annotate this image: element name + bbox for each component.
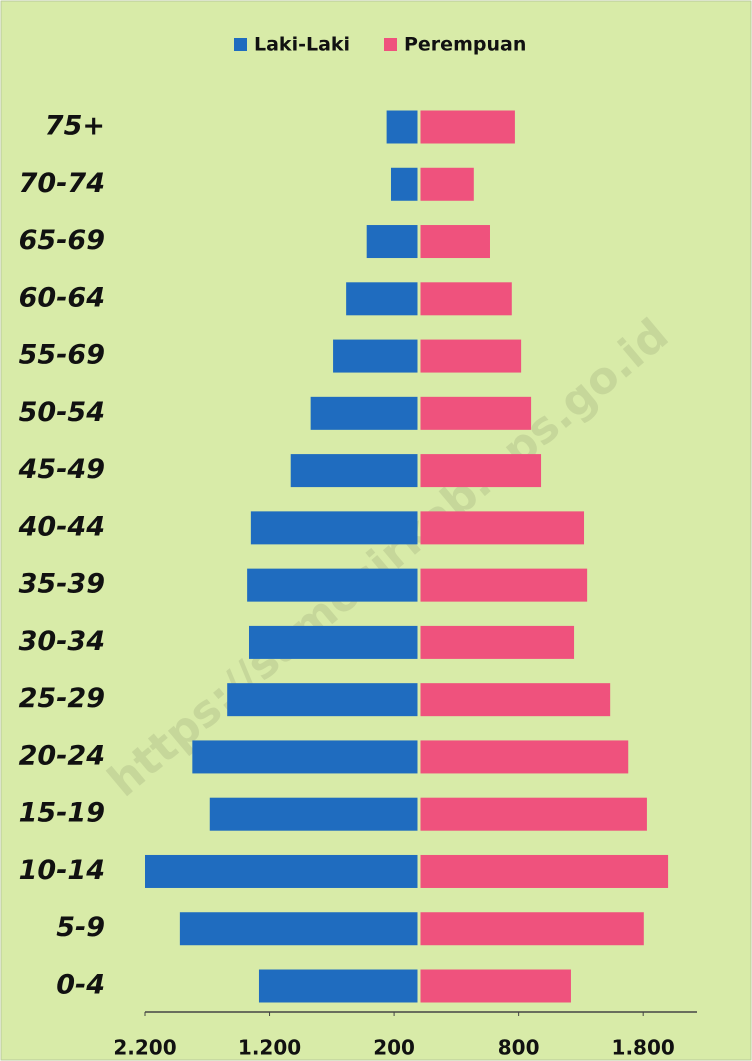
x-tick-label: 800: [498, 1036, 540, 1060]
bar: [420, 110, 515, 144]
y-tick-label: 30-34: [19, 626, 105, 657]
bar: [420, 454, 542, 488]
y-tick-label: 55-69: [19, 340, 105, 371]
bar: [250, 511, 418, 545]
legend-label: Laki-Laki: [254, 34, 350, 56]
bar: [227, 683, 418, 717]
bar: [420, 969, 571, 1003]
bar: [310, 396, 418, 430]
bar: [420, 854, 669, 888]
bar: [290, 454, 418, 488]
x-tick-label: 1.800: [612, 1036, 675, 1060]
bar: [386, 110, 418, 144]
legend-swatch: [384, 38, 397, 51]
bar: [366, 225, 418, 259]
x-tick-label: 200: [373, 1036, 415, 1060]
y-tick-label: 35-39: [19, 569, 105, 600]
y-tick-label: 0-4: [56, 970, 105, 1001]
bar: [192, 740, 418, 774]
bar: [420, 740, 629, 774]
y-tick-label: 60-64: [19, 282, 105, 313]
bar: [420, 167, 474, 201]
y-tick-label: 65-69: [19, 225, 105, 256]
y-tick-label: 25-29: [19, 683, 105, 714]
bar: [420, 511, 585, 545]
x-tick-label: 2.200: [113, 1036, 176, 1060]
bar: [346, 282, 418, 316]
y-tick-label: 75+: [45, 111, 105, 142]
y-tick-label: 10-14: [19, 855, 105, 886]
y-tick-label: 45-49: [18, 454, 105, 485]
y-tick-label: 15-19: [19, 798, 105, 829]
bar: [420, 225, 490, 259]
bar: [247, 568, 418, 602]
y-tick-label: 20-24: [19, 740, 105, 771]
y-tick-label: 70-74: [19, 168, 105, 199]
bar: [420, 396, 532, 430]
bar: [420, 683, 611, 717]
y-tick-label: 40-44: [18, 511, 105, 542]
bar: [420, 568, 588, 602]
bar: [209, 797, 418, 831]
bar: [420, 625, 575, 659]
bar: [420, 912, 644, 946]
bar: [420, 797, 647, 831]
bar: [390, 167, 418, 201]
legend-label: Perempuan: [404, 34, 526, 56]
bar: [145, 854, 418, 888]
y-tick-label: 50-54: [19, 397, 105, 428]
y-tick-label: 5-9: [56, 912, 105, 943]
bar: [333, 339, 418, 373]
legend-swatch: [234, 38, 247, 51]
bar: [179, 912, 418, 946]
bar: [420, 282, 512, 316]
x-tick-label: 1.200: [238, 1036, 301, 1060]
bar: [248, 625, 418, 659]
bar: [420, 339, 522, 373]
bar: [258, 969, 418, 1003]
